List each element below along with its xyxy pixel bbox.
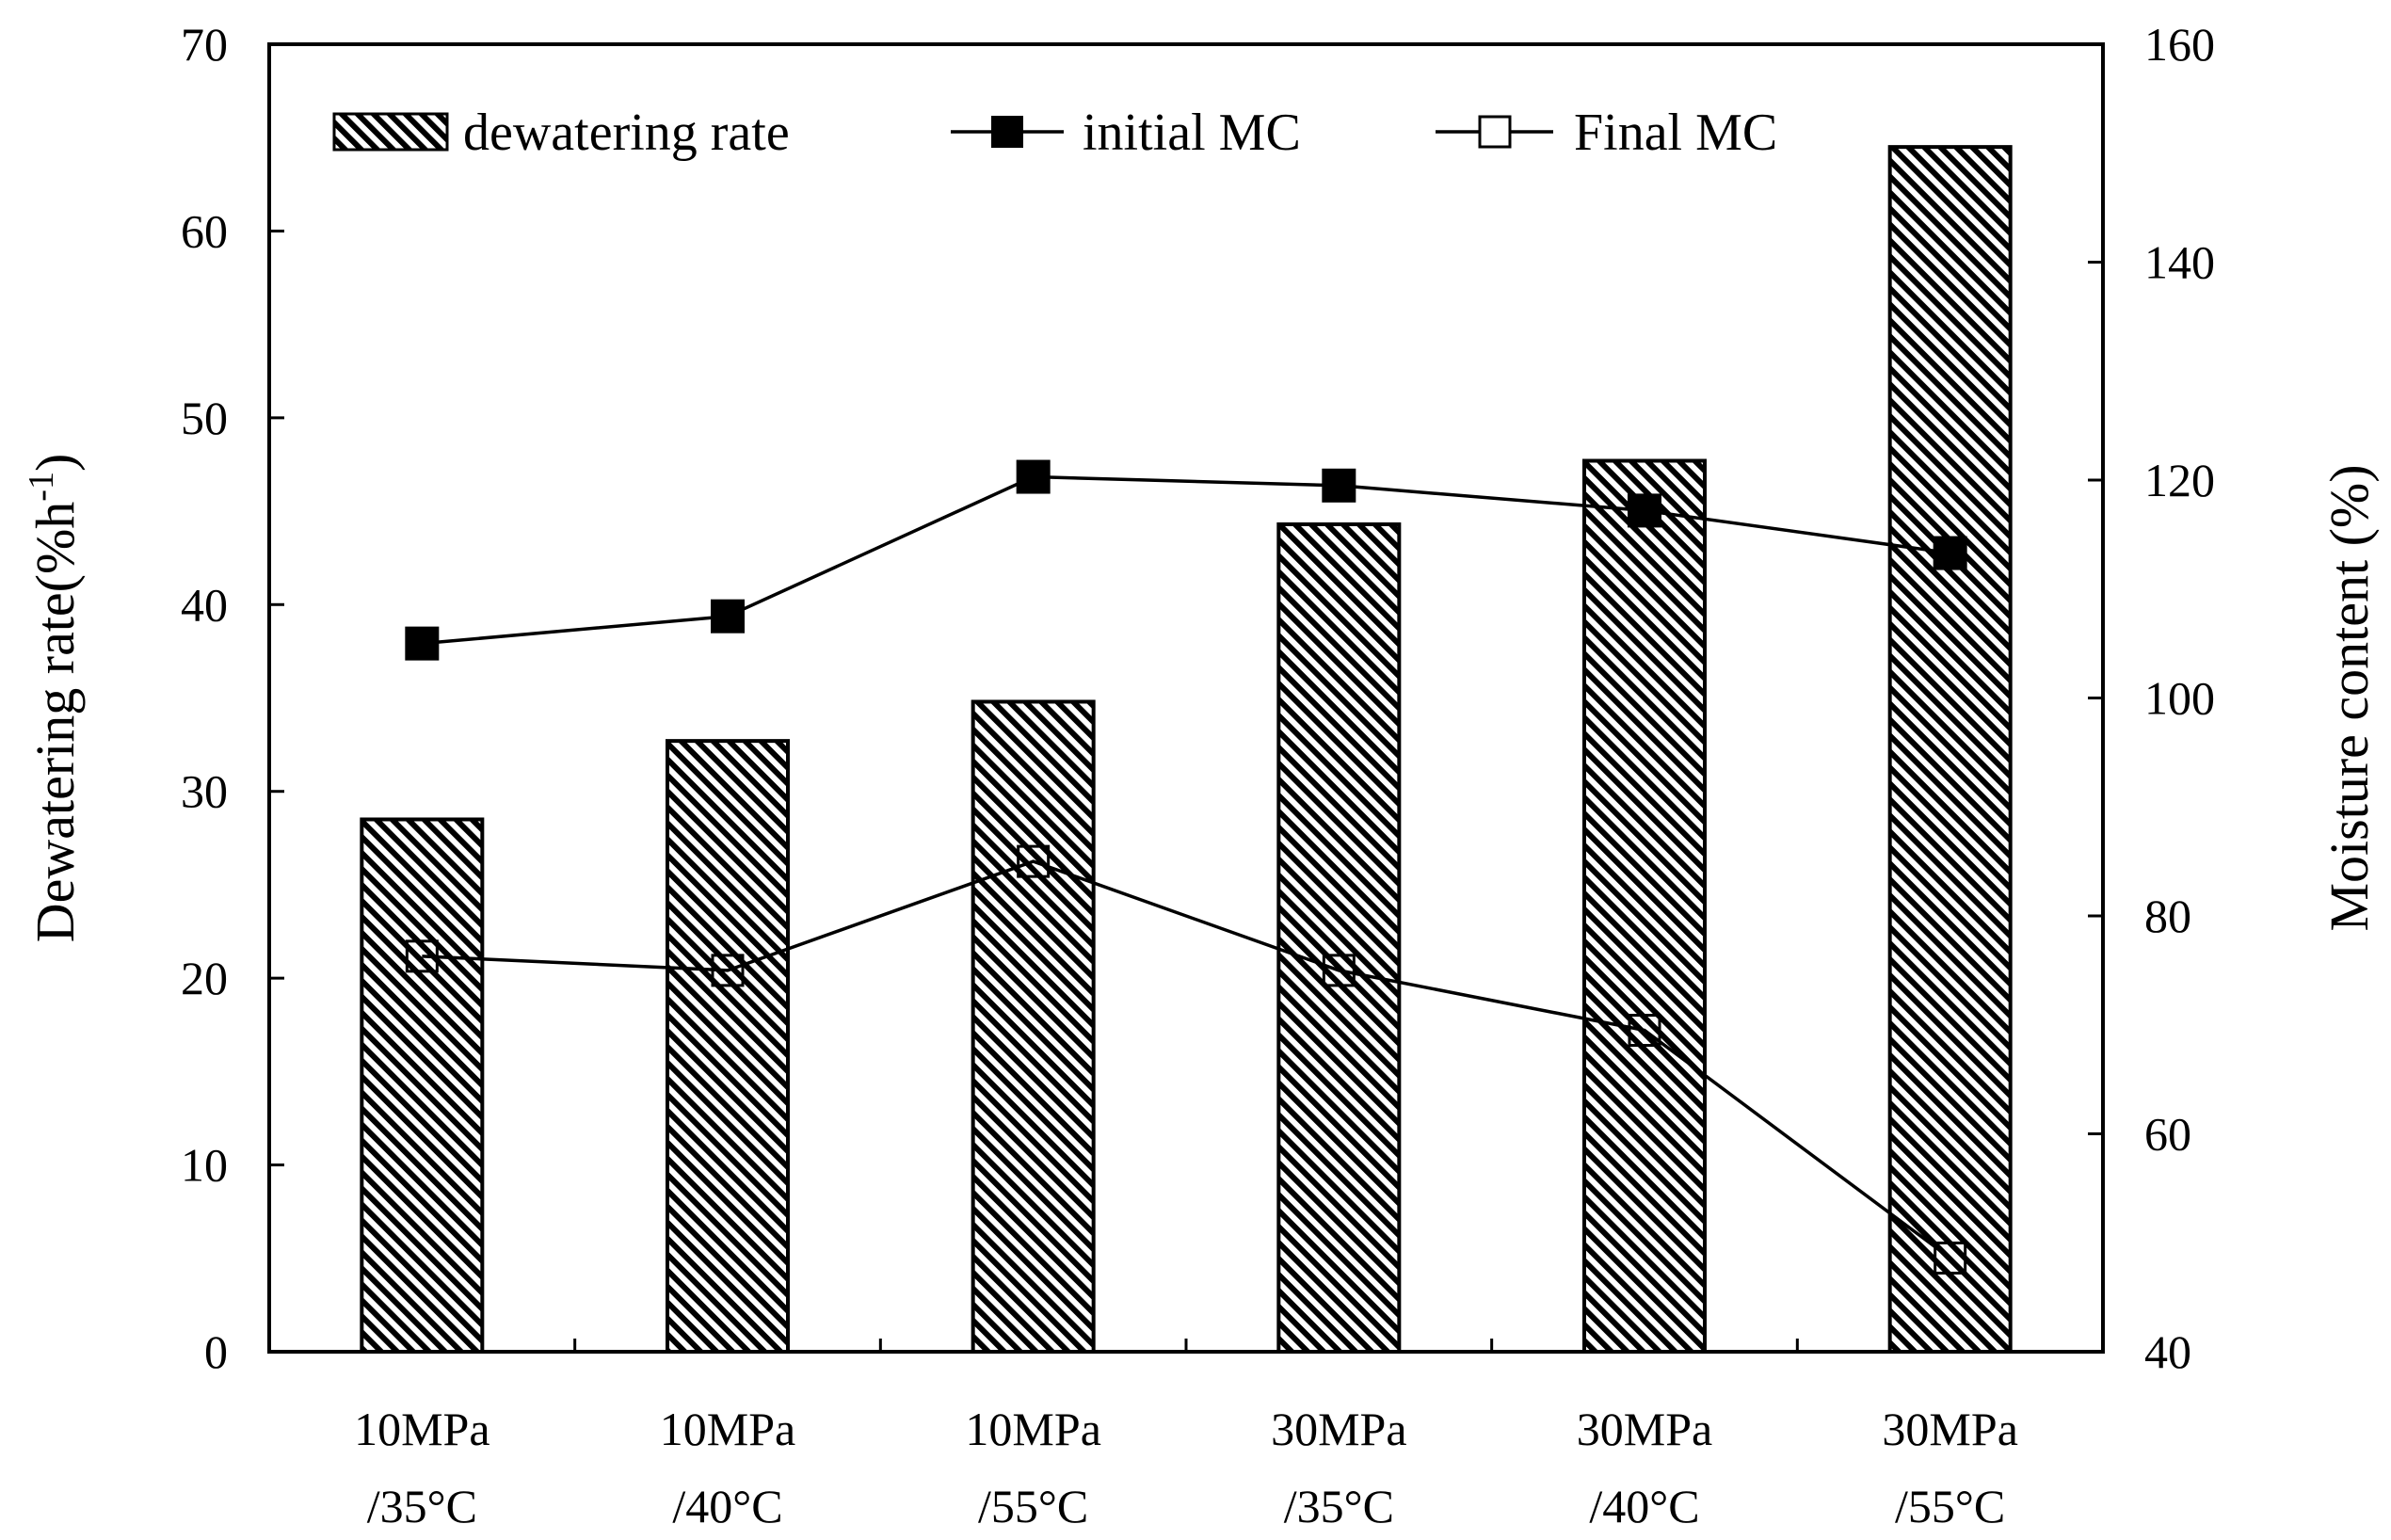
point-final-mc [711, 954, 745, 987]
category-label: 10MPa [965, 1403, 1100, 1455]
point-initial-mc [1016, 459, 1051, 494]
category-label: /55°C [1895, 1480, 2005, 1532]
category-label: /40°C [1589, 1480, 1699, 1532]
point-initial-mc [1322, 468, 1356, 503]
legend-label-dewatering-rate: dewatering rate [463, 104, 790, 162]
bar-dewatering-rate [360, 817, 485, 1354]
left-axis-title: Dewatering rate(%h-1) [22, 454, 86, 943]
category-label: /35°C [367, 1480, 477, 1532]
category-label: /35°C [1284, 1480, 1394, 1532]
left-tick-label: 50 [181, 392, 228, 444]
bar-dewatering-rate [971, 699, 1096, 1354]
left-tick-label: 10 [181, 1139, 228, 1192]
point-final-mc [1934, 1241, 1967, 1275]
category-label: /55°C [978, 1480, 1088, 1532]
line-initial-mc [422, 474, 1950, 646]
legend-label-final-mc: Final MC [1574, 104, 1777, 162]
plot-frame [267, 42, 2105, 1354]
bar-dewatering-rate [1582, 458, 1707, 1354]
point-initial-mc [1933, 536, 1967, 570]
left-tick-label: 60 [181, 204, 228, 257]
left-tick-label: 0 [204, 1325, 228, 1378]
point-final-mc [1017, 844, 1051, 878]
bar-dewatering-rate [1276, 521, 1402, 1354]
category-label: 30MPa [1271, 1403, 1406, 1455]
legend-label-initial-mc: initial MC [1083, 104, 1301, 162]
right-axis-title: Moisture content (%) [2319, 464, 2380, 931]
category-label: 30MPa [1577, 1403, 1712, 1455]
left-tick-label: 30 [181, 765, 228, 818]
point-final-mc [1322, 954, 1356, 987]
left-tick-label: 70 [181, 18, 228, 71]
bar-dewatering-rate [1887, 145, 2013, 1354]
left-tick-label: 20 [181, 952, 228, 1004]
left-tick-label: 40 [181, 578, 228, 631]
point-initial-mc [405, 626, 440, 661]
category-label: 10MPa [660, 1403, 795, 1455]
point-final-mc [1628, 1014, 1661, 1048]
right-tick-label: 100 [2144, 672, 2215, 725]
point-initial-mc [1628, 493, 1661, 528]
point-final-mc [405, 939, 439, 973]
point-initial-mc [711, 599, 745, 634]
legend-swatch-dewatering-rate [332, 112, 449, 152]
right-tick-label: 160 [2144, 18, 2215, 71]
right-tick-label: 60 [2144, 1108, 2191, 1161]
legend-marker-initial-mc [991, 116, 1023, 148]
line-final-mc [422, 859, 1951, 1259]
category-label: 10MPa [354, 1403, 489, 1455]
right-tick-label: 120 [2144, 454, 2215, 506]
category-label: 30MPa [1882, 1403, 2017, 1455]
category-label: /40°C [672, 1480, 782, 1532]
right-tick-label: 140 [2144, 236, 2215, 289]
legend-marker-final-mc [1478, 115, 1512, 149]
right-tick-label: 40 [2144, 1325, 2191, 1378]
bar-dewatering-rate [666, 739, 790, 1354]
right-tick-label: 80 [2144, 890, 2191, 942]
